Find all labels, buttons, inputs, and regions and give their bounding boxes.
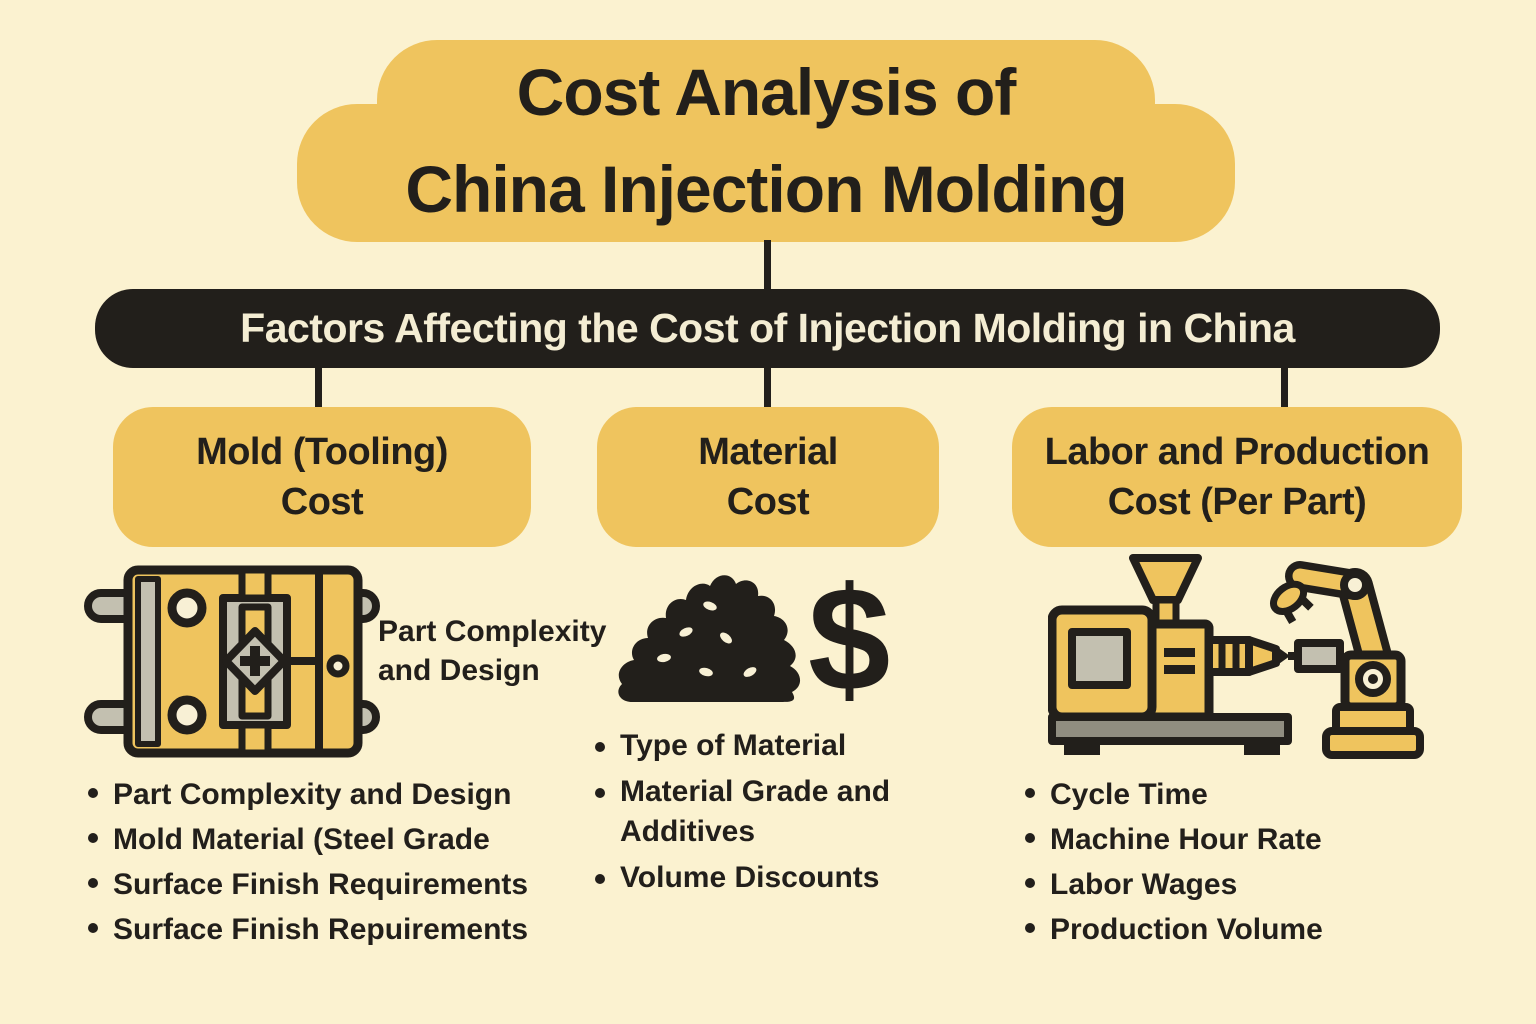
list-item: Mold Material (Steel Grade <box>88 817 578 862</box>
title-banner-shape-bottom <box>297 104 1235 242</box>
labor-cost-factor-list: Cycle Time Machine Hour Rate Labor Wages… <box>1025 772 1435 952</box>
header-labor-production-cost: Labor and Production Cost (Per Part) <box>1012 407 1462 547</box>
bullet-dot <box>595 742 605 752</box>
header-mold-tooling-cost: Mold (Tooling) Cost <box>113 407 531 547</box>
header-mold-line1: Mold (Tooling) <box>196 431 448 473</box>
bullet-dot <box>88 833 98 843</box>
bullet-dot <box>1025 923 1035 933</box>
list-item: Surface Finish Requirements <box>88 862 578 907</box>
connector-banner-to-material <box>764 366 771 410</box>
resin-pellets-pile-icon: $ <box>612 557 897 722</box>
bullet-dot <box>595 874 605 884</box>
list-item: Type of Material <box>595 726 925 766</box>
bullet-dot <box>88 878 98 888</box>
mold-icon-caption: Part Complexity and Design <box>378 612 638 690</box>
list-item: Machine Hour Rate <box>1025 817 1435 862</box>
bullet-dot <box>1025 833 1035 843</box>
list-item: Material Grade and Additives <box>595 772 925 852</box>
mold-caption-line1: Part Complexity <box>378 615 607 648</box>
header-material-line1: Material <box>698 431 838 473</box>
pellet-pile-shape <box>618 575 801 702</box>
list-item: Surface Finish Repuirements <box>88 907 578 952</box>
list-item: Part Complexity and Design <box>88 772 578 817</box>
bullet-dot <box>88 788 98 798</box>
page-title: Cost Analysis of China Injection Molding <box>297 40 1235 242</box>
bullet-dot <box>1025 788 1035 798</box>
injection-mold-icon <box>82 563 382 760</box>
list-item: Cycle Time <box>1025 772 1435 817</box>
header-labor-line2: Cost (Per Part) <box>1107 481 1367 523</box>
header-material-line2: Cost <box>726 481 810 523</box>
connector-banner-to-labor <box>1281 366 1288 410</box>
bullet-dot <box>1025 878 1035 888</box>
list-item: Labor Wages <box>1025 862 1435 907</box>
list-item: Volume Discounts <box>595 858 925 898</box>
pellet-dots <box>657 601 757 677</box>
header-labor-line1: Labor and Production <box>1044 431 1430 473</box>
header-mold-line2: Cost <box>280 481 364 523</box>
molding-machine-robot-arm-icon <box>1047 552 1443 767</box>
subtitle-banner: Factors Affecting the Cost of Injection … <box>95 289 1440 368</box>
bullet-dot <box>88 923 98 933</box>
title-banner: Cost Analysis of China Injection Molding <box>297 40 1235 242</box>
connector-title-to-banner <box>764 240 771 292</box>
page-title-line1: Cost Analysis of <box>516 55 1017 129</box>
header-material-cost: Material Cost <box>597 407 939 547</box>
connector-banner-to-mold <box>315 366 322 410</box>
material-cost-factor-list: Type of Material Material Grade and Addi… <box>595 726 925 904</box>
subtitle-text: Factors Affecting the Cost of Injection … <box>240 305 1295 351</box>
mold-cost-factor-list: Part Complexity and Design Mold Material… <box>88 772 578 952</box>
mold-caption-line2: and Design <box>378 654 540 687</box>
list-item: Production Volume <box>1025 907 1435 952</box>
dollar-sign: $ <box>808 558 890 710</box>
page-title-line2: China Injection Molding <box>405 152 1127 226</box>
bullet-dot <box>595 788 605 798</box>
